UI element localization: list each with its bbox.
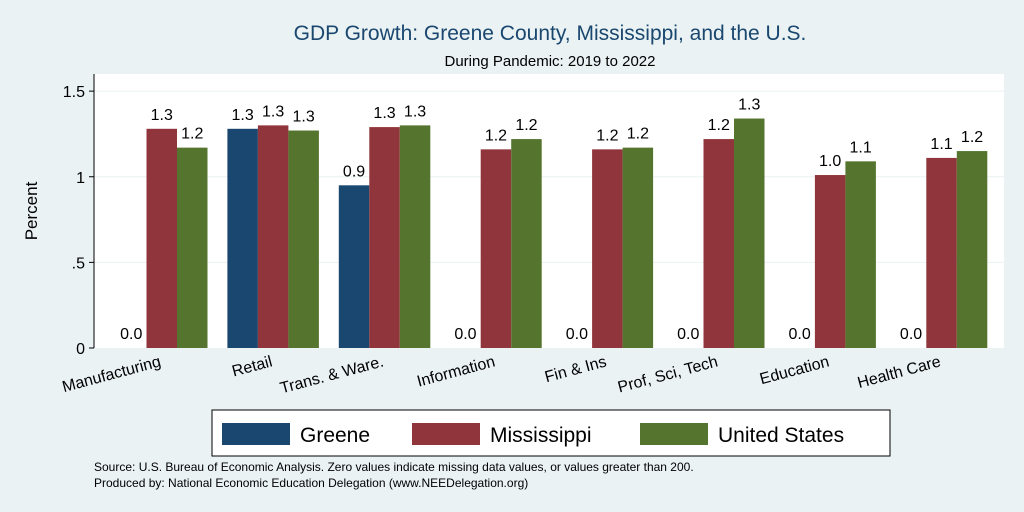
bar-united-states-retail	[288, 130, 319, 348]
data-label-mississippi-information: 1.2	[485, 127, 507, 144]
category-label-prof-sci-tech: Prof, Sci, Tech	[616, 353, 720, 396]
data-label-united-states-retail: 1.3	[293, 109, 315, 126]
data-label-mississippi-trans-ware: 1.3	[373, 105, 395, 122]
data-label-mississippi-education: 1.0	[819, 153, 841, 170]
data-label-greene-trans-ware: 0.9	[343, 163, 365, 180]
bar-united-states-education	[845, 161, 876, 348]
bar-mississippi-information	[480, 149, 512, 348]
category-label-trans-ware: Trans. & Ware.	[278, 353, 385, 397]
bar-united-states-health-care	[956, 151, 988, 348]
data-labels: 0.0 1.3 1.2 1.3 1.3 1.3 0.9 1.3 1.3 0.0 1.2 1.2 0.0 1…	[120, 97, 983, 343]
data-label-united-states-information: 1.2	[515, 117, 537, 134]
x-axis-categories: Manufacturing Retail Trans. & Ware. Informa…	[60, 353, 942, 397]
bar-mississippi-fin-ins	[592, 149, 623, 348]
data-label-greene-prof-sci-tech: 0.0	[677, 326, 699, 343]
chart-subtitle: During Pandemic: 2019 to 2022	[445, 53, 656, 70]
bar-united-states-fin-ins	[622, 147, 654, 348]
data-label-united-states-manufacturing: 1.2	[181, 126, 203, 143]
y-tick-label: 0	[76, 341, 85, 358]
category-label-education: Education	[758, 353, 831, 388]
legend: Greene Mississippi United States	[211, 409, 891, 457]
data-label-united-states-trans-ware: 1.3	[404, 103, 426, 120]
y-axis-ticks: 0 .5 1 1.5	[63, 84, 94, 358]
data-label-mississippi-prof-sci-tech: 1.2	[708, 117, 730, 134]
y-axis-label: Percent	[22, 181, 41, 240]
category-label-information: Information	[415, 353, 497, 390]
data-label-united-states-prof-sci-tech: 1.3	[738, 97, 760, 114]
legend-label-greene: Greene	[300, 424, 370, 447]
data-label-united-states-education: 1.1	[850, 139, 872, 156]
data-label-mississippi-retail: 1.3	[262, 103, 284, 120]
bar-mississippi-health-care	[926, 157, 957, 348]
data-label-mississippi-manufacturing: 1.3	[151, 107, 173, 124]
bar-mississippi-education	[814, 175, 846, 348]
data-label-united-states-health-care: 1.2	[961, 129, 983, 146]
category-label-health-care: Health Care	[856, 353, 943, 392]
chart-title: GDP Growth: Greene County, Mississippi, …	[294, 22, 807, 45]
bar-greene-retail	[227, 128, 258, 348]
data-label-greene-retail: 1.3	[232, 107, 254, 124]
y-tick-label: 1	[76, 170, 85, 187]
legend-swatch-united-states	[640, 423, 708, 445]
y-tick-label: .5	[72, 255, 85, 272]
data-label-mississippi-health-care: 1.1	[930, 136, 952, 153]
data-label-greene-health-care: 0.0	[900, 326, 922, 343]
data-label-greene-manufacturing: 0.0	[120, 326, 142, 343]
legend-swatch-mississippi	[412, 423, 480, 445]
bar-greene-trans-ware	[338, 185, 370, 348]
bar-mississippi-trans-ware	[369, 127, 400, 349]
data-label-greene-fin-ins: 0.0	[566, 326, 588, 343]
legend-label-united-states: United States	[718, 424, 844, 447]
bar-mississippi-prof-sci-tech	[703, 139, 734, 348]
legend-box	[211, 409, 891, 457]
bar-united-states-manufacturing	[177, 147, 208, 348]
bar-mississippi-manufacturing	[146, 128, 177, 348]
data-label-mississippi-fin-ins: 1.2	[596, 127, 618, 144]
data-label-united-states-fin-ins: 1.2	[627, 126, 649, 143]
source-note: Source: U.S. Bureau of Economic Analysis…	[94, 460, 694, 474]
data-label-greene-education: 0.0	[789, 326, 811, 343]
bar-united-states-trans-ware	[399, 125, 431, 348]
y-tick-label: 1.5	[63, 84, 85, 101]
bars	[146, 118, 988, 349]
bar-mississippi-retail	[257, 125, 289, 348]
bar-united-states-prof-sci-tech	[734, 118, 765, 349]
category-label-fin-ins: Fin & Ins	[543, 353, 608, 386]
produced-by-note: Produced by: National Economic Education…	[94, 476, 528, 490]
legend-swatch-greene	[222, 423, 290, 445]
category-label-retail: Retail	[230, 353, 274, 380]
data-label-greene-information: 0.0	[454, 326, 476, 343]
legend-label-mississippi: Mississippi	[490, 424, 592, 447]
category-label-manufacturing: Manufacturing	[60, 353, 162, 396]
bar-united-states-information	[511, 139, 542, 348]
